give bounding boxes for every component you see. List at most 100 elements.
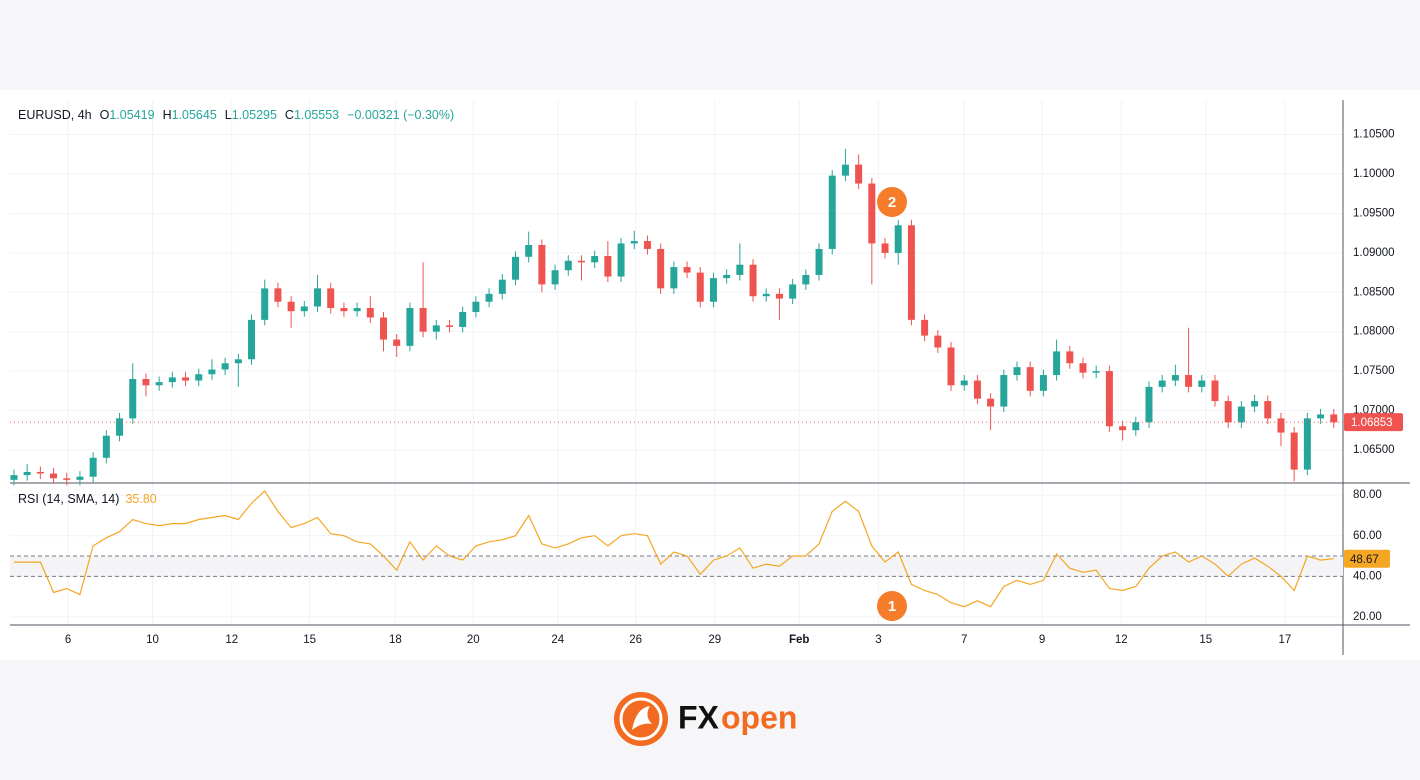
candle-body	[775, 293, 783, 299]
candle-body	[1105, 371, 1113, 427]
candle-body	[1317, 414, 1325, 419]
y-tick-label: 1.08000	[1353, 326, 1395, 338]
ohlc-label: C	[284, 108, 294, 122]
candle-body	[182, 377, 190, 381]
candle-body	[789, 284, 797, 299]
candle-body	[274, 288, 282, 302]
candle-body	[1303, 418, 1311, 470]
candle-body	[1251, 401, 1259, 407]
candle-body	[1026, 367, 1034, 391]
candle-body	[142, 378, 150, 386]
ohlc-value: 1.05295	[231, 108, 277, 122]
candle-body	[419, 308, 427, 332]
candle-body	[1171, 375, 1179, 381]
candle-body	[525, 245, 533, 257]
candle-body	[683, 267, 691, 273]
candle-body	[498, 279, 506, 294]
candle-body	[881, 243, 889, 253]
candle-body	[960, 380, 968, 386]
last-price-label: 1.06853	[1351, 417, 1393, 429]
candle-body	[762, 293, 770, 297]
rsi-value-tag	[1344, 549, 1390, 568]
annotation-label: 2	[888, 194, 896, 211]
candle-body	[630, 241, 638, 244]
candle-body	[907, 225, 915, 320]
ohlc-label: H	[162, 108, 172, 122]
x-tick-label: 6	[65, 634, 71, 646]
candle-body	[76, 476, 84, 480]
candle-body	[23, 471, 31, 476]
candle-body	[353, 308, 361, 312]
candle-body	[366, 308, 374, 318]
candle-body	[1224, 401, 1232, 423]
candle-body	[300, 306, 308, 312]
candle-body	[1092, 371, 1100, 373]
y-tick-label: 60.00	[1353, 530, 1382, 542]
candle-body	[577, 260, 585, 263]
candle-body	[670, 267, 678, 289]
candle-body	[380, 317, 388, 340]
candle-body	[855, 164, 863, 184]
ohlc-value: 1.05645	[171, 108, 217, 122]
candle-body	[102, 435, 110, 458]
candle-body	[129, 378, 137, 419]
y-tick-label: 1.08500	[1353, 286, 1395, 298]
plot: 1.065001.070001.075001.080001.085001.090…	[10, 100, 1410, 655]
price-legend: EURUSD, 4h O1.05419 H1.05645 L1.05295 C1.055…	[18, 108, 462, 122]
candle-body	[973, 380, 981, 399]
y-tick-label: 1.07500	[1353, 365, 1395, 377]
candle-body	[208, 369, 216, 375]
candle-body	[195, 374, 203, 381]
candle-body	[327, 288, 335, 309]
rsi-value-label: 48.67	[1350, 554, 1379, 566]
candle-body	[50, 473, 58, 479]
symbol: EURUSD, 4h	[18, 108, 92, 122]
candle-body	[221, 363, 229, 370]
candle-body	[340, 308, 348, 312]
candle-body	[406, 308, 414, 346]
candle-body	[604, 256, 612, 277]
x-tick-label: 29	[708, 634, 721, 646]
candle-body	[538, 245, 546, 285]
candle-body	[234, 359, 242, 364]
rsi-legend: RSI (14, SMA, 14) 35.80	[18, 492, 157, 506]
candle-body	[1039, 375, 1047, 391]
candle-body	[445, 325, 453, 327]
candle-body	[564, 260, 572, 271]
candle-body	[934, 335, 942, 348]
candle-body	[393, 339, 401, 346]
candle-body	[168, 377, 176, 383]
candle-body	[10, 475, 18, 480]
candle-body	[591, 256, 599, 263]
annotation-marker	[877, 591, 907, 621]
candle-body	[36, 471, 44, 474]
candle-body	[657, 248, 665, 289]
candle-body	[1158, 380, 1166, 387]
candle-body	[828, 175, 836, 249]
candle-body	[1119, 426, 1127, 431]
x-tick-label: 7	[961, 634, 967, 646]
x-tick-label: 26	[629, 634, 642, 646]
x-tick-label: 9	[1039, 634, 1045, 646]
y-tick-label: 40.00	[1353, 570, 1382, 582]
y-tick-label: 1.09000	[1353, 247, 1395, 259]
x-tick-label: 17	[1279, 634, 1292, 646]
candle-body	[802, 274, 810, 285]
rsi-line	[14, 490, 1334, 608]
logo-icon-ring	[619, 697, 663, 741]
logo-icon-mark	[632, 706, 652, 730]
candle-body	[485, 293, 493, 302]
candle-body	[1264, 401, 1272, 419]
candle-body	[1237, 406, 1245, 423]
ohlc-value: 1.05553	[293, 108, 340, 122]
rsi-value: 35.80	[125, 492, 157, 506]
x-tick-label: 20	[467, 634, 480, 646]
candle-body	[1066, 351, 1074, 364]
x-tick-label: 10	[146, 634, 159, 646]
candle-body	[696, 272, 704, 302]
annotation-marker	[877, 187, 907, 217]
candle-body	[1185, 375, 1193, 387]
candle-body	[868, 183, 876, 244]
